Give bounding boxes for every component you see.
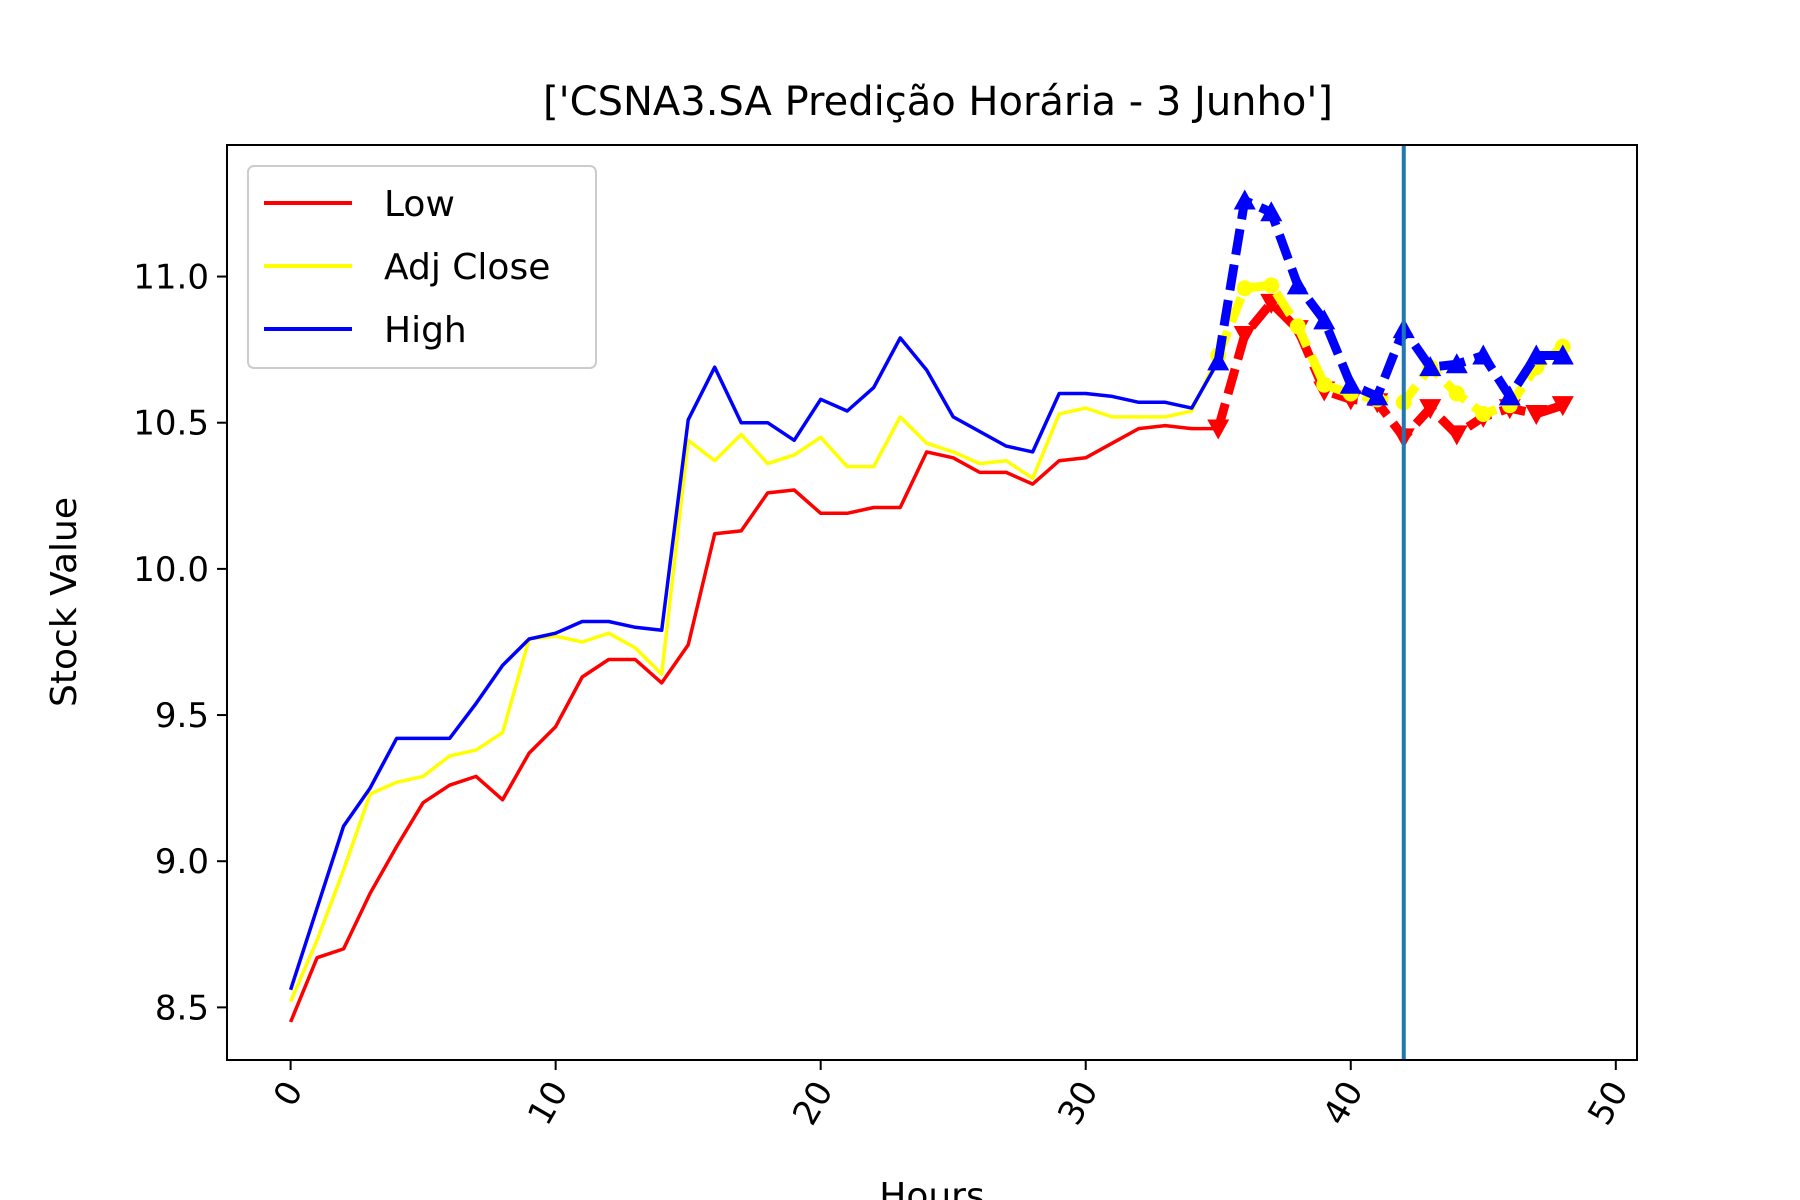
series-line-high — [288, 336, 1220, 991]
y-tick-label: 9.0 — [155, 842, 209, 882]
plot-area — [288, 145, 1574, 1060]
forecast-line-high — [1213, 196, 1563, 401]
forecast-point-high — [1525, 344, 1548, 365]
series-line-low — [288, 423, 1219, 1023]
forecast-point-low — [1207, 419, 1230, 440]
y-tick-label: 8.5 — [155, 988, 209, 1028]
forecast-point-adj-close — [1263, 277, 1280, 294]
y-tick-label: 10.5 — [133, 404, 209, 444]
forecast-point-low — [1551, 396, 1574, 417]
forecast-point-high — [1260, 201, 1283, 222]
legend-label-high: High — [384, 310, 467, 351]
forecast-point-adj-close — [1475, 405, 1492, 422]
legend-label-adj-close: Adj Close — [384, 247, 550, 288]
forecast-point-high — [1207, 350, 1230, 371]
forecast-point-high — [1445, 353, 1468, 374]
forecast-point-high — [1313, 309, 1336, 330]
y-tick-label: 9.5 — [155, 696, 209, 736]
forecast-point-high — [1339, 373, 1362, 394]
forecast-point-low — [1233, 326, 1256, 347]
chart-title: ['CSNA3.SA Predição Horária - 3 Junho'] — [543, 79, 1333, 125]
forecast-point-high — [1551, 344, 1574, 365]
legend-label-low: Low — [384, 184, 455, 225]
y-tick-label: 11.0 — [133, 258, 209, 298]
forecast-point-low — [1445, 425, 1468, 446]
forecast-point-low — [1525, 404, 1548, 425]
legend-box — [247, 165, 597, 369]
forecast-point-low — [1419, 399, 1442, 420]
legend: Low Adj Close High — [247, 165, 597, 369]
y-tick-label: 10.0 — [133, 550, 209, 590]
forecast-point-high — [1472, 344, 1495, 365]
forecast-point-high — [1498, 385, 1521, 406]
forecast-point-adj-close — [1236, 280, 1253, 297]
forecast-point-high — [1233, 189, 1256, 210]
y-axis-ticks: 8.5 9.0 9.5 10.0 10.5 11.0 — [133, 258, 227, 1028]
plot-frame — [226, 144, 1638, 1061]
forecast-point-high — [1419, 356, 1442, 377]
forecast-point-high — [1286, 274, 1309, 295]
x-axis-label: Hours — [879, 1176, 984, 1200]
forecast-point-adj-close — [1448, 385, 1465, 402]
series-line-adj-close — [288, 354, 1220, 1003]
y-axis-label: Stock Value — [44, 497, 85, 707]
forecast-point-high — [1366, 385, 1389, 406]
forecast-point-adj-close — [1316, 376, 1333, 393]
forecast-point-adj-close — [1289, 318, 1306, 335]
